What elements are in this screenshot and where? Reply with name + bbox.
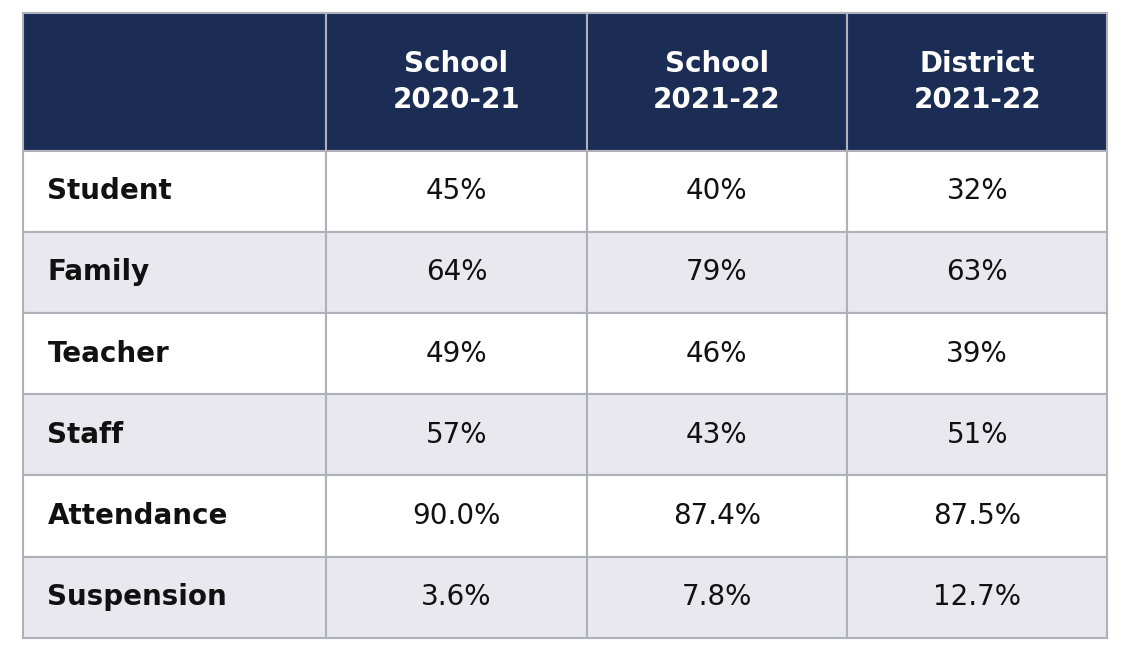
Bar <box>327 557 586 638</box>
Text: 7.8%: 7.8% <box>681 583 753 611</box>
Text: 57%: 57% <box>426 421 487 449</box>
Bar <box>848 395 1107 475</box>
Text: 63%: 63% <box>947 258 1008 286</box>
Bar <box>586 150 848 232</box>
Bar <box>586 395 848 475</box>
Text: Family: Family <box>47 258 149 286</box>
Bar <box>586 13 848 150</box>
Bar <box>848 232 1107 313</box>
Text: 2020-21: 2020-21 <box>393 86 520 114</box>
Bar <box>848 150 1107 232</box>
Bar <box>586 313 848 395</box>
Text: 49%: 49% <box>426 340 487 368</box>
Bar <box>327 475 586 557</box>
Text: 87.5%: 87.5% <box>933 502 1022 530</box>
Bar <box>23 150 327 232</box>
Text: District: District <box>920 50 1035 78</box>
Text: Teacher: Teacher <box>47 340 169 368</box>
Bar <box>586 475 848 557</box>
Bar <box>327 313 586 395</box>
Text: School: School <box>405 50 508 78</box>
Bar <box>23 232 327 313</box>
Text: 51%: 51% <box>947 421 1008 449</box>
Bar <box>848 313 1107 395</box>
Text: Attendance: Attendance <box>47 502 228 530</box>
Bar <box>327 232 586 313</box>
Text: 40%: 40% <box>686 177 748 205</box>
Text: 39%: 39% <box>946 340 1008 368</box>
Text: 43%: 43% <box>686 421 748 449</box>
Text: 3.6%: 3.6% <box>421 583 492 611</box>
Text: 87.4%: 87.4% <box>672 502 760 530</box>
Text: 79%: 79% <box>686 258 748 286</box>
Bar <box>586 232 848 313</box>
Bar <box>586 557 848 638</box>
Bar <box>23 313 327 395</box>
Bar <box>327 13 586 150</box>
Bar <box>23 557 327 638</box>
Bar <box>23 395 327 475</box>
Bar <box>23 13 327 150</box>
Bar <box>848 475 1107 557</box>
Text: Student: Student <box>47 177 172 205</box>
Text: 32%: 32% <box>947 177 1008 205</box>
Text: 2021-22: 2021-22 <box>653 86 781 114</box>
Text: Staff: Staff <box>47 421 123 449</box>
Bar <box>848 557 1107 638</box>
Text: Suspension: Suspension <box>47 583 227 611</box>
Text: 64%: 64% <box>426 258 487 286</box>
Text: School: School <box>664 50 768 78</box>
Text: 45%: 45% <box>426 177 487 205</box>
Bar <box>327 395 586 475</box>
Bar <box>23 475 327 557</box>
Text: 90.0%: 90.0% <box>412 502 501 530</box>
Text: 46%: 46% <box>686 340 748 368</box>
Bar <box>327 150 586 232</box>
Text: 12.7%: 12.7% <box>933 583 1022 611</box>
Text: 2021-22: 2021-22 <box>913 86 1041 114</box>
Bar <box>848 13 1107 150</box>
